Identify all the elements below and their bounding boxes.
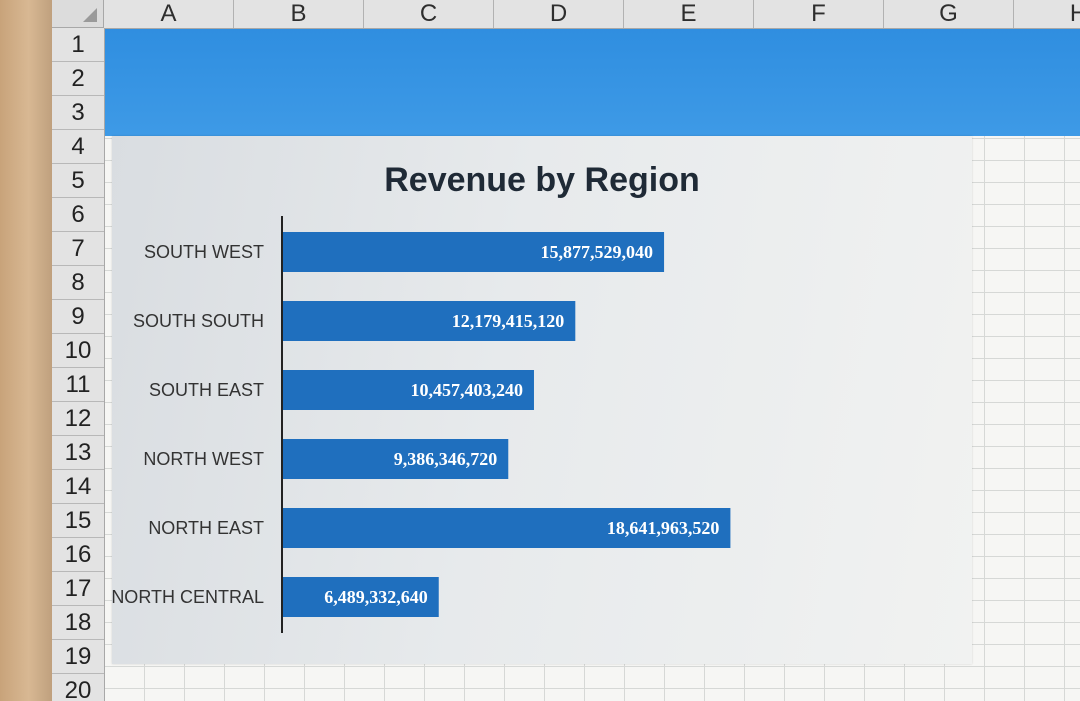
bar-south-west[interactable] [283,232,665,272]
column-header-a[interactable]: A [104,0,234,28]
row-header-11[interactable]: 11 [52,368,104,402]
chart-title: Revenue by Region [384,161,700,199]
chart-area[interactable]: Revenue by Region 15,877,529,040 SOUTH WE… [112,136,972,664]
data-label: 18,641,963,520 [607,518,720,538]
row-header-16[interactable]: 16 [52,538,104,572]
row-header-column: 1 2 3 4 5 6 7 8 9 10 11 12 13 14 15 16 17 18 19 20 [52,28,105,701]
row-header-4[interactable]: 4 [52,130,104,164]
data-label: 6,489,332,640 [324,587,428,607]
monitor-bezel [0,0,52,701]
row-header-10[interactable]: 10 [52,334,104,368]
column-header-h[interactable]: H [1014,0,1080,28]
spreadsheet: Revenue by Region 15,877,529,040 SOUTH WE… [52,0,1080,701]
row-header-18[interactable]: 18 [52,606,104,640]
row-header-3[interactable]: 3 [52,96,104,130]
row-header-12[interactable]: 12 [52,402,104,436]
row-header-19[interactable]: 19 [52,640,104,674]
bar-north-east[interactable] [283,508,731,548]
category-label: NORTH WEST [143,449,264,469]
column-header-d[interactable]: D [494,0,624,28]
row-header-1[interactable]: 1 [52,28,104,62]
category-label: SOUTH SOUTH [133,311,264,331]
row-header-15[interactable]: 15 [52,504,104,538]
category-label: SOUTH EAST [149,380,264,400]
bar-south-south[interactable] [283,301,576,341]
column-header-g[interactable]: G [884,0,1014,28]
bar-north-west[interactable] [283,439,509,479]
row-header-2[interactable]: 2 [52,62,104,96]
row-header-17[interactable]: 17 [52,572,104,606]
row-header-14[interactable]: 14 [52,470,104,504]
data-label: 12,179,415,120 [452,311,565,331]
category-label: NORTH CENTRAL [112,587,264,607]
header-band [104,28,1080,136]
row-header-20[interactable]: 20 [52,674,104,701]
data-label: 9,386,346,720 [394,449,498,469]
category-label: SOUTH WEST [144,242,264,262]
data-label: 10,457,403,240 [410,380,523,400]
row-header-13[interactable]: 13 [52,436,104,470]
bar-south-east[interactable] [283,370,534,410]
row-header-6[interactable]: 6 [52,198,104,232]
column-header-e[interactable]: E [624,0,754,28]
select-all-button[interactable] [52,0,104,28]
category-label: NORTH EAST [148,518,264,538]
row-header-8[interactable]: 8 [52,266,104,300]
column-header-c[interactable]: C [364,0,494,28]
data-label: 15,877,529,040 [541,242,654,262]
row-header-7[interactable]: 7 [52,232,104,266]
column-header-b[interactable]: B [234,0,364,28]
row-header-5[interactable]: 5 [52,164,104,198]
column-header-f[interactable]: F [754,0,884,28]
bar-chart: 15,877,529,040 SOUTH WEST 12,179,415,120 SO… [112,216,731,633]
bar-north-central[interactable] [283,577,439,617]
row-header-9[interactable]: 9 [52,300,104,334]
